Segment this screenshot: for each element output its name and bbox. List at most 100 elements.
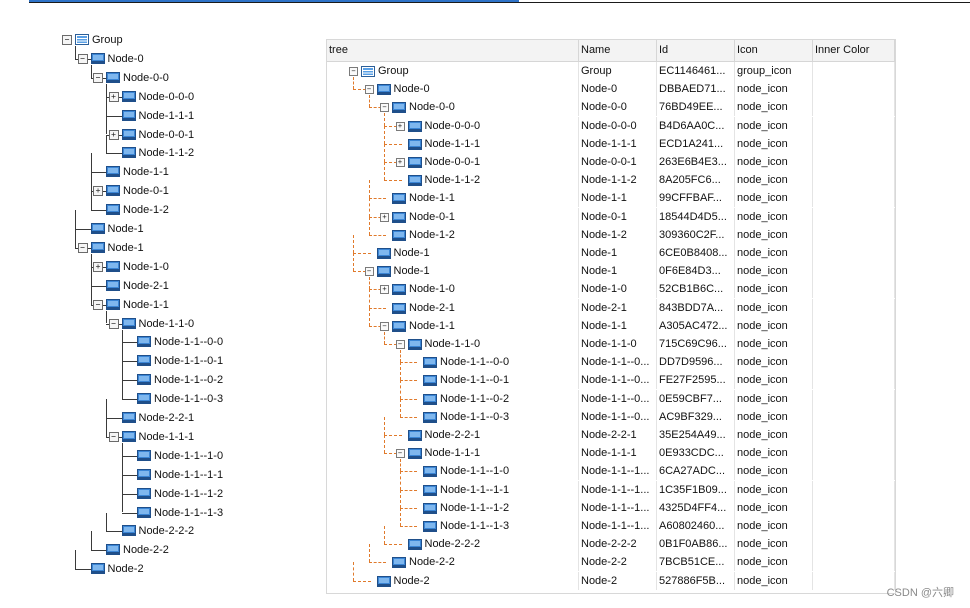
tree-cell[interactable]: Node-1-1--0-2 [327, 389, 579, 408]
table-row[interactable]: − Node-0-0 Node-0-0 76BD49EE... node_icon [327, 98, 895, 117]
inner-cell[interactable] [813, 389, 895, 408]
icon-cell[interactable]: node_icon [735, 80, 813, 99]
inner-cell[interactable] [813, 262, 895, 281]
tree-cell[interactable]: Node-1-1--0-0 [327, 353, 579, 372]
tree-cell[interactable]: + Node-1-0 [327, 280, 579, 299]
table-row[interactable]: − Node-1-1-0 Node-1-1-0 715C69C96... node_ic… [327, 335, 895, 353]
tree-cell[interactable]: Node-2-2-2 [327, 535, 579, 554]
name-cell[interactable]: Node-1-1 [579, 189, 657, 208]
inner-cell[interactable] [813, 98, 895, 117]
name-cell[interactable]: Node-1-1--0... [579, 371, 657, 390]
column-header-name[interactable]: Name [579, 40, 657, 61]
icon-cell[interactable]: node_icon [735, 517, 813, 535]
table-row[interactable]: − Node-1-1 Node-1-1 A305AC472... node_icon [327, 316, 895, 335]
expand-toggle-icon[interactable]: + [108, 129, 119, 140]
table-row[interactable]: Node-2-2 Node-2-2 7BCB51CE... node_icon [327, 553, 895, 572]
table-row[interactable]: Node-1-1--0-2 Node-1-1--0... 0E59CBF7... no… [327, 389, 895, 408]
name-cell[interactable]: Node-1-1--1... [579, 498, 657, 517]
table-row[interactable]: Node-1-1--0-3 Node-1-1--0... AC9BF329... no… [327, 407, 895, 426]
column-header-icon[interactable]: Icon [735, 40, 813, 61]
tree-cell[interactable]: Node-1-1--0-3 [327, 407, 579, 426]
tree-cell[interactable]: Node-2-1 [327, 298, 579, 317]
tree-cell[interactable]: Node-2 [327, 571, 579, 590]
id-cell[interactable]: 0E59CBF7... [657, 389, 735, 408]
tree-cell[interactable]: − Node-1-1 [327, 316, 579, 335]
icon-cell[interactable]: node_icon [735, 426, 813, 444]
name-cell[interactable]: Node-1 [579, 262, 657, 281]
icon-cell[interactable]: node_icon [735, 116, 813, 135]
id-cell[interactable]: 6CE0B8408... [657, 244, 735, 262]
name-cell[interactable]: Node-0-0 [579, 98, 657, 117]
table-row[interactable]: − Node-1-1-1 Node-1-1-1 0E933CDC... node_ico… [327, 444, 895, 463]
icon-cell[interactable]: node_icon [735, 553, 813, 572]
table-row[interactable]: + Node-0-1 Node-0-1 18544D4D5... node_icon [327, 207, 895, 226]
table-row[interactable]: Node-1-1--1-2 Node-1-1--1... 4325D4FF4... n… [327, 498, 895, 517]
icon-cell[interactable]: node_icon [735, 98, 813, 117]
expand-toggle-icon[interactable]: + [395, 158, 405, 167]
name-cell[interactable]: Node-1-2 [579, 225, 657, 244]
icon-cell[interactable]: node_icon [735, 280, 813, 299]
inner-cell[interactable] [813, 480, 895, 499]
name-cell[interactable]: Node-2-2 [579, 553, 657, 572]
id-cell[interactable]: 76BD49EE... [657, 98, 735, 117]
inner-cell[interactable] [813, 225, 895, 244]
table-row[interactable]: − Group Group EC1146461... group_icon [327, 62, 895, 80]
inner-cell[interactable] [813, 280, 895, 299]
icon-cell[interactable]: node_icon [735, 134, 813, 153]
tree-cell[interactable]: Node-2-2-1 [327, 426, 579, 444]
name-cell[interactable]: Node-0-0-1 [579, 153, 657, 171]
icon-cell[interactable]: node_icon [735, 153, 813, 171]
name-cell[interactable]: Node-1-1--1... [579, 517, 657, 535]
icon-cell[interactable]: node_icon [735, 207, 813, 226]
expand-toggle-icon[interactable]: + [395, 121, 405, 131]
id-cell[interactable]: 0E933CDC... [657, 444, 735, 463]
name-cell[interactable]: Node-1-1--0... [579, 353, 657, 372]
collapse-toggle-icon[interactable]: − [395, 449, 405, 459]
tree-cell[interactable]: Node-1-1--1-1 [327, 480, 579, 499]
icon-cell[interactable]: node_icon [735, 225, 813, 244]
inner-cell[interactable] [813, 316, 895, 335]
icon-cell[interactable]: node_icon [735, 407, 813, 426]
tree-cell[interactable]: Node-2-2 [327, 553, 579, 572]
name-cell[interactable]: Node-1 [579, 244, 657, 262]
name-cell[interactable]: Node-1-1-2 [579, 171, 657, 190]
name-cell[interactable]: Node-1-1-0 [579, 335, 657, 353]
table-row[interactable]: Node-1-1-1 Node-1-1-1 ECD1A241... node_icon [327, 134, 895, 153]
column-header-tree[interactable]: tree [327, 40, 579, 61]
name-cell[interactable]: Node-1-1--1... [579, 480, 657, 499]
inner-cell[interactable] [813, 207, 895, 226]
icon-cell[interactable]: node_icon [735, 335, 813, 353]
id-cell[interactable]: AC9BF329... [657, 407, 735, 426]
tree-cell[interactable]: Node-1 [327, 244, 579, 262]
inner-cell[interactable] [813, 407, 895, 426]
table-row[interactable]: Node-2-2-2 Node-2-2-2 0B1F0AB86... node_ico… [327, 535, 895, 554]
inner-cell[interactable] [813, 426, 895, 444]
icon-cell[interactable]: node_icon [735, 444, 813, 463]
tree-cell[interactable]: Node-1-1--1-0 [327, 462, 579, 481]
name-cell[interactable]: Node-0-0-0 [579, 116, 657, 135]
icon-cell[interactable]: node_icon [735, 480, 813, 499]
inner-cell[interactable] [813, 116, 895, 135]
inner-cell[interactable] [813, 62, 895, 80]
tree-cell[interactable]: Node-1-1--1-2 [327, 498, 579, 517]
expand-toggle-icon[interactable]: + [93, 186, 103, 197]
name-cell[interactable]: Node-0 [579, 80, 657, 99]
id-cell[interactable]: B4D6AA0C... [657, 116, 735, 135]
name-cell[interactable]: Node-1-1--0... [579, 407, 657, 426]
collapse-toggle-icon[interactable]: − [62, 35, 72, 45]
icon-cell[interactable]: node_icon [735, 571, 813, 590]
tree-cell[interactable]: − Node-1-1-1 [327, 444, 579, 463]
id-cell[interactable]: 8A205FC6... [657, 171, 735, 190]
id-cell[interactable]: 715C69C96... [657, 335, 735, 353]
tree-cell[interactable]: Node-1-1--1-3 [327, 517, 579, 535]
collapse-toggle-icon[interactable]: − [93, 299, 103, 310]
inner-cell[interactable] [813, 134, 895, 153]
table-row[interactable]: Node-1 Node-1 6CE0B8408... node_icon [327, 244, 895, 262]
table-row[interactable]: Node-1-2 Node-1-2 309360C2F... node_icon [327, 225, 895, 244]
collapse-toggle-icon[interactable]: − [380, 103, 389, 113]
table-row[interactable]: Node-2 Node-2 527886F5B... node_icon [327, 571, 895, 590]
name-cell[interactable]: Node-2-2-1 [579, 426, 657, 444]
name-cell[interactable]: Node-1-1-1 [579, 444, 657, 463]
icon-cell[interactable]: node_icon [735, 171, 813, 190]
name-cell[interactable]: Group [579, 62, 657, 80]
